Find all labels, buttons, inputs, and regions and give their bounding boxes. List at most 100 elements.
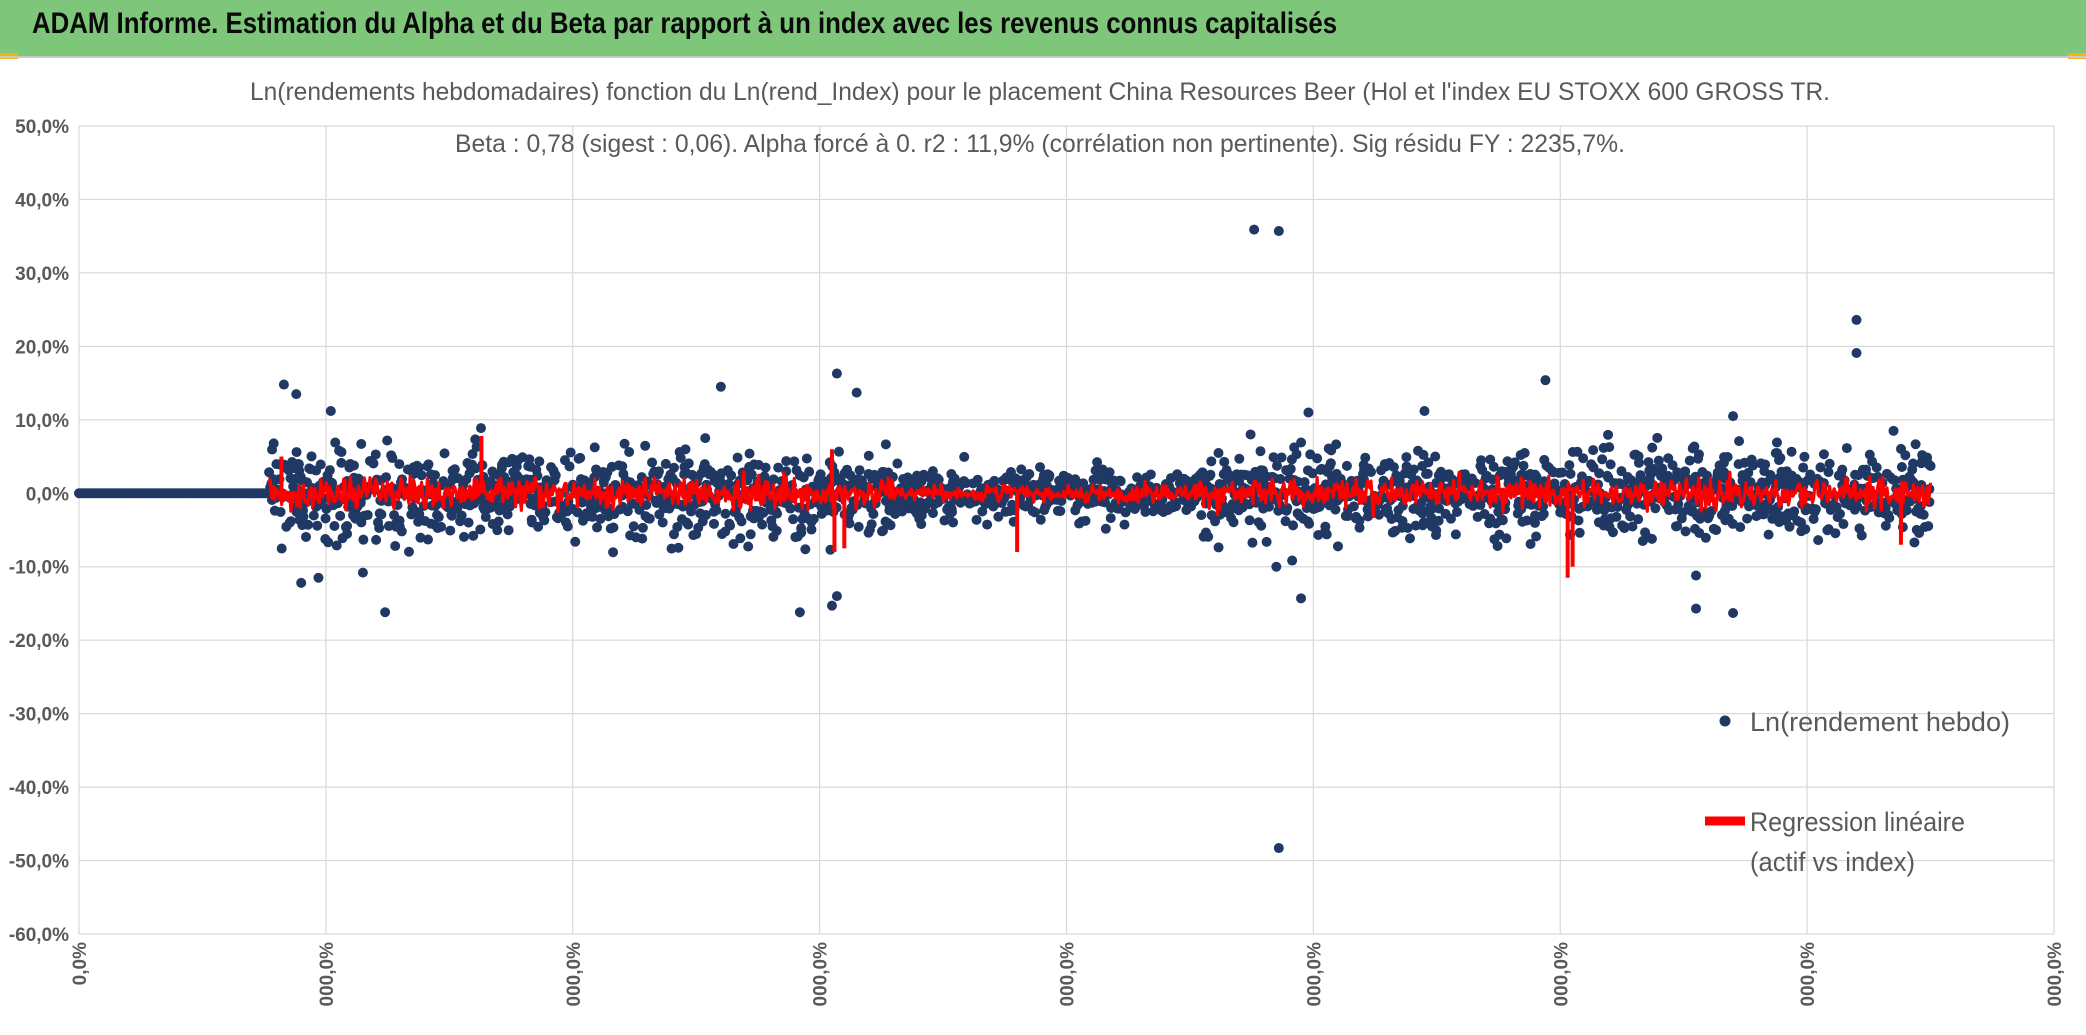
data-point	[683, 519, 694, 530]
data-point	[598, 477, 609, 488]
data-point	[1850, 469, 1861, 480]
data-point	[1687, 443, 1698, 454]
data-point	[368, 458, 379, 469]
data-point	[525, 498, 536, 509]
data-point	[539, 515, 550, 526]
data-point	[1650, 503, 1661, 514]
data-point	[591, 468, 602, 479]
data-point	[1765, 469, 1776, 480]
data-point	[1322, 466, 1333, 477]
data-point	[406, 509, 417, 520]
data-point	[691, 529, 702, 540]
data-point	[1619, 521, 1630, 532]
data-point	[1923, 459, 1934, 470]
data-point	[814, 481, 825, 492]
data-point	[882, 518, 893, 529]
data-point	[723, 478, 734, 489]
outlier-point	[715, 381, 726, 392]
data-point	[331, 540, 342, 551]
data-point	[653, 466, 664, 477]
data-point	[1430, 530, 1441, 541]
data-point	[1348, 501, 1359, 512]
data-point	[1573, 515, 1584, 526]
data-point	[1256, 520, 1267, 531]
data-point	[1529, 517, 1540, 528]
data-point	[976, 483, 987, 494]
data-point	[386, 450, 397, 461]
data-point	[1539, 454, 1550, 465]
data-point	[1376, 465, 1387, 476]
y-tick-label: 40,0%	[15, 190, 69, 211]
data-point	[492, 525, 503, 536]
data-point	[1299, 477, 1310, 488]
data-point	[785, 503, 796, 514]
data-point	[381, 472, 392, 483]
data-point	[324, 465, 335, 476]
outlier-point	[1851, 314, 1862, 325]
data-point	[909, 496, 920, 507]
data-point	[796, 527, 807, 538]
outlier-point	[1540, 375, 1551, 386]
data-point	[589, 442, 600, 453]
data-point	[292, 458, 303, 469]
data-point	[1291, 449, 1302, 460]
data-point	[1404, 533, 1415, 544]
data-point	[1213, 447, 1224, 458]
data-point	[1167, 502, 1178, 513]
data-point	[1663, 453, 1674, 464]
data-point	[416, 470, 427, 481]
data-point	[592, 522, 603, 533]
data-point	[1672, 521, 1683, 532]
data-point	[1810, 504, 1821, 515]
data-point	[916, 519, 927, 530]
data-point	[1342, 511, 1353, 522]
grid	[78, 125, 2055, 935]
data-point	[475, 524, 486, 535]
outlier-point	[278, 379, 289, 390]
data-point	[700, 433, 711, 444]
data-point	[1489, 534, 1500, 545]
data-point	[371, 534, 382, 545]
data-point	[880, 439, 891, 450]
outlier-point	[794, 607, 805, 618]
data-point	[1594, 468, 1605, 479]
data-point	[1323, 443, 1334, 454]
x-tick-label: 000,0%	[564, 942, 585, 1007]
data-point	[845, 479, 856, 490]
data-point	[1923, 521, 1934, 532]
data-point	[291, 447, 302, 458]
data-point	[533, 521, 544, 532]
data-point	[1366, 466, 1377, 477]
data-point	[1035, 514, 1046, 525]
y-tick-label: 50,0%	[15, 117, 69, 138]
data-point	[1633, 514, 1644, 525]
data-point	[1296, 437, 1307, 448]
data-point	[657, 517, 668, 528]
data-point	[1332, 541, 1343, 552]
data-point	[294, 514, 305, 525]
legend-scatter-marker	[1719, 715, 1731, 727]
x-tick-label: 000,0%	[2045, 942, 2066, 1007]
data-point	[1434, 503, 1445, 514]
data-point	[1880, 520, 1891, 531]
data-point	[562, 521, 573, 532]
legend: Ln(rendement hebdo) Regression linéaire …	[1705, 707, 2010, 877]
data-point	[275, 506, 286, 517]
data-point	[1591, 504, 1602, 515]
data-point	[1904, 471, 1915, 482]
data-point	[1430, 451, 1441, 462]
data-point	[323, 537, 334, 548]
chart-title: Ln(rendements hebdomadaires) fonction du…	[250, 78, 1830, 106]
data-point	[305, 464, 316, 475]
data-point	[1578, 453, 1589, 464]
data-point	[1815, 462, 1826, 473]
data-point	[1684, 455, 1695, 466]
data-point	[1884, 512, 1895, 523]
data-point	[1100, 523, 1111, 534]
data-point	[1588, 445, 1599, 456]
data-point	[760, 462, 771, 473]
data-point	[320, 513, 331, 524]
data-point	[1530, 510, 1541, 521]
data-point	[514, 473, 525, 484]
data-point	[1035, 462, 1046, 473]
